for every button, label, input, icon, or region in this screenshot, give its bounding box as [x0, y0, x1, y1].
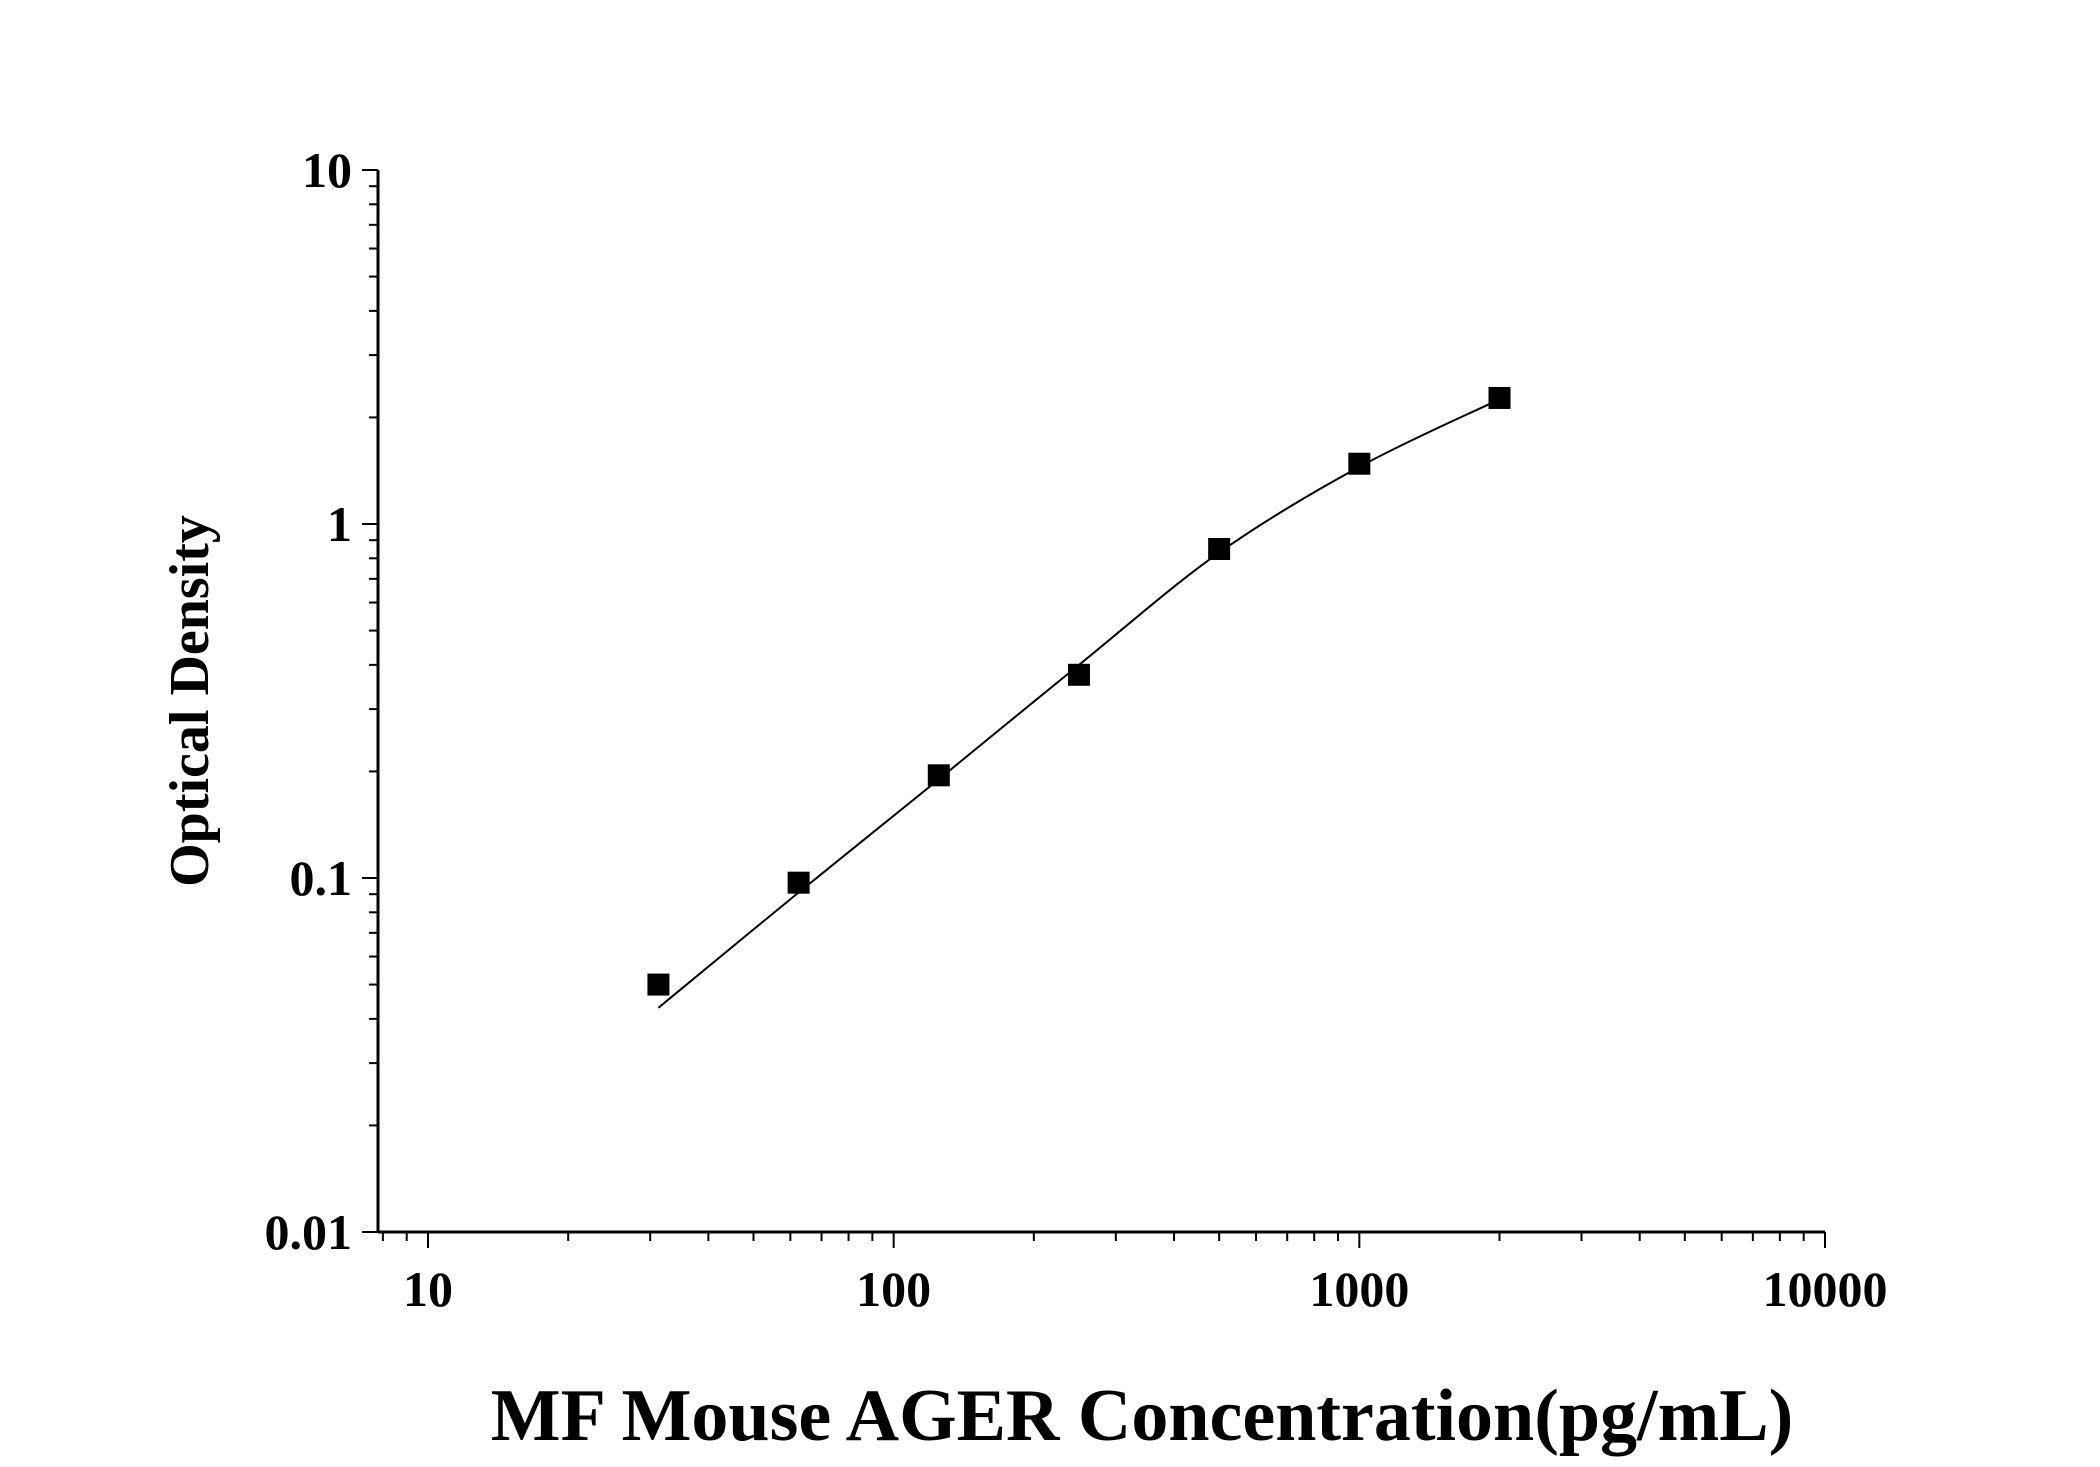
- x-tick-label: 10: [403, 1261, 453, 1317]
- data-point: [787, 871, 810, 894]
- y-axis-tick-labels: 0.01 0.1 1 10: [265, 142, 353, 1260]
- data-points: [647, 386, 1511, 996]
- x-tick-label: 10000: [1763, 1261, 1888, 1317]
- x-tick-label: 100: [856, 1261, 931, 1317]
- y-tick-label: 1: [327, 496, 352, 552]
- x-axis-title: MF Mouse AGER Concentration(pg/mL): [491, 1375, 1793, 1457]
- y-axis-ticks: [362, 169, 378, 1233]
- data-point: [1348, 452, 1371, 475]
- plot-area: 0.01 0.1 1 10 10 100 1000 10000: [265, 142, 1888, 1317]
- data-point: [1067, 663, 1090, 686]
- fit-curve: [657, 398, 1500, 1009]
- y-tick-label: 10: [302, 142, 352, 198]
- data-point: [1208, 537, 1231, 560]
- y-tick-label: 0.1: [290, 850, 353, 906]
- data-point: [647, 973, 670, 996]
- x-tick-label: 1000: [1309, 1261, 1409, 1317]
- data-point: [927, 764, 950, 787]
- y-tick-label: 0.01: [265, 1204, 353, 1260]
- data-point: [1488, 386, 1511, 409]
- y-axis-title: Optical Density: [159, 515, 221, 887]
- x-axis-ticks: [381, 1232, 1826, 1248]
- x-axis-tick-labels: 10 100 1000 10000: [403, 1261, 1888, 1317]
